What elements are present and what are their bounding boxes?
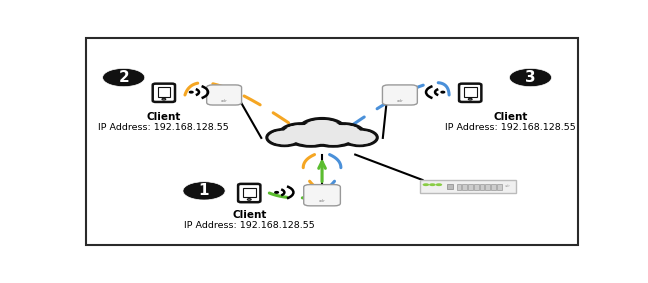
- Circle shape: [189, 91, 193, 93]
- Circle shape: [102, 68, 145, 87]
- FancyBboxPatch shape: [304, 185, 340, 206]
- Bar: [485, 185, 490, 190]
- Circle shape: [441, 91, 445, 93]
- Circle shape: [162, 98, 166, 100]
- Ellipse shape: [325, 125, 361, 142]
- Bar: [457, 185, 461, 190]
- Text: Client: Client: [232, 210, 266, 220]
- FancyBboxPatch shape: [459, 84, 481, 102]
- Ellipse shape: [299, 119, 345, 141]
- Text: 1: 1: [199, 183, 209, 198]
- Bar: [468, 185, 473, 190]
- Ellipse shape: [280, 124, 322, 143]
- Text: adr: adr: [221, 99, 227, 103]
- FancyBboxPatch shape: [207, 85, 242, 105]
- Circle shape: [469, 98, 472, 100]
- FancyBboxPatch shape: [238, 184, 260, 202]
- Ellipse shape: [322, 124, 364, 143]
- FancyBboxPatch shape: [382, 85, 417, 105]
- Text: 3: 3: [525, 70, 536, 85]
- Circle shape: [429, 183, 435, 186]
- Ellipse shape: [292, 129, 330, 145]
- Text: Client: Client: [146, 112, 181, 122]
- Bar: [491, 185, 496, 190]
- Ellipse shape: [288, 128, 334, 146]
- Text: Client: Client: [493, 112, 527, 122]
- Ellipse shape: [283, 125, 319, 142]
- Circle shape: [435, 183, 442, 186]
- Text: 2: 2: [119, 70, 129, 85]
- Ellipse shape: [270, 131, 299, 144]
- Bar: [497, 185, 502, 190]
- Ellipse shape: [314, 129, 353, 145]
- Circle shape: [422, 183, 429, 186]
- FancyBboxPatch shape: [420, 180, 516, 193]
- Ellipse shape: [267, 129, 302, 146]
- Bar: [480, 185, 485, 190]
- Ellipse shape: [310, 128, 356, 146]
- Text: IP Address: 192.168.128.55: IP Address: 192.168.128.55: [98, 123, 229, 132]
- Circle shape: [183, 182, 225, 200]
- Bar: [464, 87, 476, 97]
- Bar: [243, 188, 255, 197]
- Text: adr: adr: [505, 185, 511, 188]
- Circle shape: [509, 68, 551, 87]
- FancyBboxPatch shape: [153, 84, 175, 102]
- Bar: [474, 185, 479, 190]
- Ellipse shape: [342, 129, 377, 146]
- Bar: [462, 185, 467, 190]
- Text: IP Address: 192.168.128.55: IP Address: 192.168.128.55: [184, 221, 315, 230]
- Bar: [157, 87, 170, 97]
- Circle shape: [248, 199, 251, 200]
- Text: adr: adr: [397, 99, 403, 103]
- Text: adr: adr: [319, 199, 325, 203]
- Bar: [447, 183, 454, 190]
- Text: IP Address: 192.168.128.55: IP Address: 192.168.128.55: [445, 123, 576, 132]
- Ellipse shape: [345, 131, 375, 144]
- Circle shape: [275, 192, 279, 193]
- Ellipse shape: [303, 120, 341, 139]
